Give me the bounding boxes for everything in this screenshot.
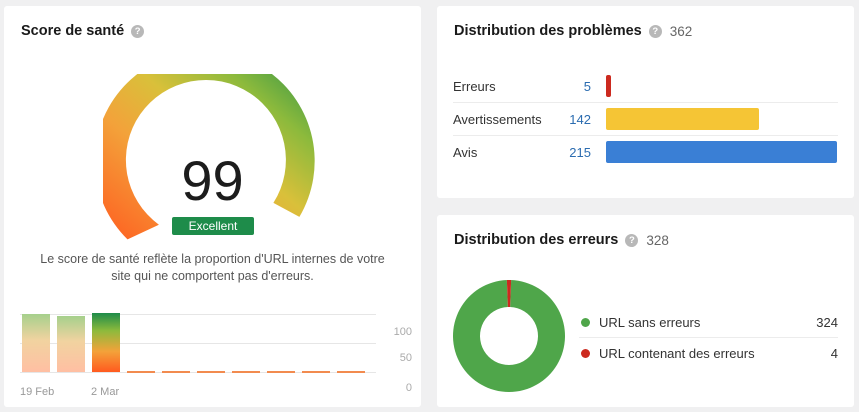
health-score-card: Score de santé ? 99 Excellent Le score d… [4, 6, 421, 407]
errors-distribution-card: Distribution des erreurs ? 328 URL sans … [437, 215, 854, 407]
health-score-description: Le score de santé reflète la proportion … [40, 252, 385, 283]
trend-empty-bar [232, 371, 260, 373]
trend-tick-50: 50 [399, 352, 412, 364]
legend-dot [581, 348, 590, 358]
health-score-value: 99 [181, 149, 244, 212]
trend-empty-bar [127, 371, 155, 373]
gauge-arc [103, 74, 315, 240]
health-score-title-row: Score de santé ? [21, 23, 145, 39]
issue-label: Avis [453, 145, 478, 160]
trend-tick-100: 100 [393, 326, 412, 338]
legend-value: 324 [816, 315, 838, 330]
legend-row-ok[interactable]: URL sans erreurs 324 [579, 308, 838, 338]
errors-total: 328 [646, 232, 669, 248]
trend-bar[interactable] [92, 313, 120, 372]
issue-count[interactable]: 142 [569, 111, 591, 127]
info-icon[interactable]: ? [625, 233, 639, 247]
info-icon[interactable]: ? [648, 24, 662, 38]
issues-total: 362 [669, 23, 693, 39]
trend-empty-bar [197, 371, 225, 373]
health-score-badge: Excellent [172, 217, 254, 235]
issue-count[interactable]: 215 [569, 145, 591, 160]
donut-segment-errors [506, 280, 512, 308]
issue-row-errors[interactable]: Erreurs 5 [453, 70, 838, 103]
trend-bar[interactable] [57, 316, 85, 372]
issue-label: Erreurs [453, 78, 496, 94]
trend-empty-bar [162, 371, 190, 373]
issue-bar-notices[interactable] [606, 141, 837, 163]
issue-label: Avertissements [453, 111, 542, 127]
legend-dot [581, 318, 590, 327]
trend-date-label: 2 Mar [91, 386, 120, 398]
errors-title-row: Distribution des erreurs ? 328 [454, 232, 669, 248]
trend-empty-bar [337, 371, 365, 373]
donut-segment-ok [453, 280, 565, 392]
issue-row-warnings[interactable]: Avertissements 142 [453, 103, 838, 136]
issue-row-notices[interactable]: Avis 215 [453, 136, 838, 169]
errors-donut-chart[interactable] [453, 280, 565, 392]
issue-bar-errors[interactable] [606, 75, 611, 97]
health-score-title: Score de santé [21, 23, 125, 39]
legend-label: URL sans erreurs [599, 315, 701, 330]
trend-bar[interactable] [22, 314, 50, 372]
issues-distribution-card: Distribution des problèmes ? 362 Erreurs… [437, 6, 854, 198]
health-gauge [103, 74, 315, 240]
trend-empty-bar [302, 371, 330, 373]
legend-row-errors[interactable]: URL contenant des erreurs 4 [579, 338, 838, 368]
errors-title: Distribution des erreurs [454, 232, 619, 248]
health-trend-chart: 100 50 0 19 Feb 2 Mar [20, 312, 412, 402]
issues-title: Distribution des problèmes [454, 23, 642, 39]
issue-count[interactable]: 5 [583, 78, 591, 94]
issue-bar-warnings[interactable] [606, 108, 759, 130]
legend-label: URL contenant des erreurs [599, 345, 755, 361]
legend-value: 4 [830, 345, 838, 361]
trend-date-label: 19 Feb [20, 386, 55, 398]
trend-tick-0: 0 [405, 382, 412, 394]
issues-title-row: Distribution des problèmes ? 362 [454, 23, 692, 39]
info-icon[interactable]: ? [131, 24, 145, 38]
trend-empty-bar [267, 371, 295, 373]
